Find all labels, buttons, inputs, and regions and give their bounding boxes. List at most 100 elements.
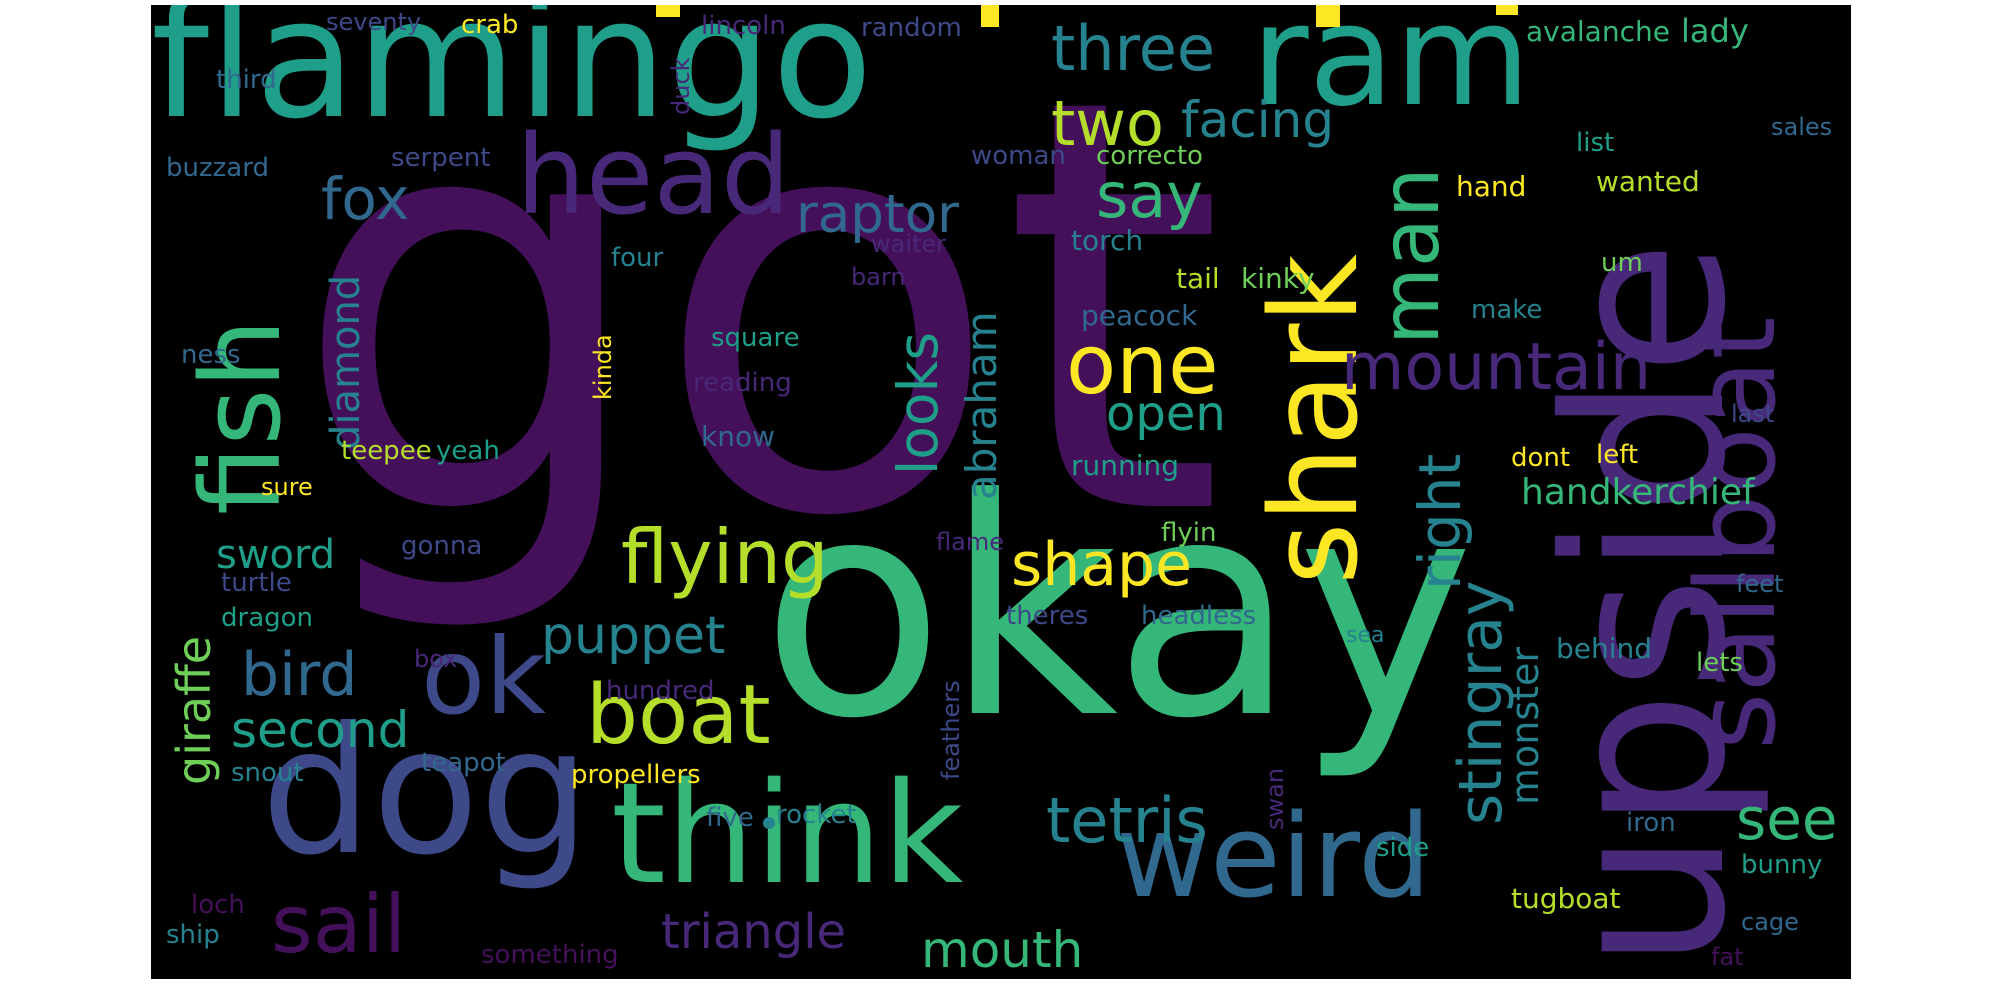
word-peacock: peacock (1081, 299, 1198, 332)
word-think: think (611, 753, 964, 916)
word-sword: sword (216, 532, 336, 578)
word-say: say (1096, 159, 1203, 232)
word-headless: headless (1141, 601, 1257, 631)
word-fat: fat (1711, 943, 1744, 971)
word-ship: ship (166, 920, 220, 950)
word-barn: barn (851, 263, 906, 291)
word-tail: tail (1176, 262, 1220, 295)
word-third: third (216, 65, 277, 95)
word-torch: torch (1071, 224, 1144, 257)
word-okay: okay (761, 435, 1475, 784)
word-serpent: serpent (391, 143, 491, 173)
word-ness: ness (181, 340, 241, 370)
word-puppet: puppet (541, 606, 726, 666)
word-left: left (1596, 440, 1639, 470)
word-woman: woman (971, 141, 1066, 171)
clipped-glyph-fragment (981, 5, 999, 27)
word-right: right (1406, 453, 1474, 590)
word-ok: ok (421, 616, 547, 738)
word-flyin: flyin (1161, 518, 1217, 548)
word-lets: lets (1696, 648, 1743, 678)
word-flying: flying (621, 513, 829, 601)
word-behind: behind (1556, 632, 1653, 665)
word-sales: sales (1771, 113, 1833, 141)
word-seventy: seventy (326, 8, 422, 36)
word-random: random (861, 13, 962, 43)
word-three: three (1051, 12, 1216, 85)
word-cloud: got okay upside flamingo ram dog think w… (151, 5, 1851, 979)
word-dog: dog (261, 691, 591, 894)
word-reading: reading (693, 368, 792, 398)
word-theres: theres (1006, 601, 1089, 631)
word-man: man (1364, 167, 1457, 345)
word-duck: duck (667, 57, 695, 115)
word-fox: fox (321, 165, 410, 233)
word-correcto: correcto (1096, 141, 1203, 171)
word-monster: monster (1503, 646, 1547, 805)
word-shape: shape (1011, 530, 1193, 600)
word-waiter: waiter (871, 230, 947, 258)
word-shark: shark (1246, 254, 1385, 585)
word-open: open (1106, 386, 1226, 442)
word-tetris: tetris (1046, 784, 1208, 857)
word-handkerchief: handkerchief (1521, 472, 1755, 513)
word-list: list (1576, 128, 1615, 158)
word-iron: iron (1626, 808, 1676, 838)
word-teepee: teepee (341, 436, 432, 466)
word-abraham: abraham (957, 311, 1006, 500)
word-head: head (516, 111, 791, 239)
clipped-glyph-fragment (1496, 5, 1518, 15)
word-turtle: turtle (221, 568, 292, 598)
word-second: second (231, 701, 410, 759)
word-ram: ram (1251, 5, 1531, 138)
word-dont: dont (1511, 443, 1571, 473)
word-crab: crab (461, 10, 519, 40)
word-sea: sea (1346, 623, 1385, 648)
word-diamond: diamond (323, 274, 369, 450)
word-two: two (1051, 87, 1164, 160)
word-dragon: dragon (221, 603, 314, 633)
word-see: see (1736, 785, 1838, 853)
word-teapot: teapot (421, 748, 506, 778)
word-flamingo: flamingo (151, 5, 873, 155)
word-lady: lady (1681, 12, 1749, 50)
word-make: make (1471, 295, 1543, 325)
dot-mark (763, 817, 775, 829)
word-tugboat: tugboat (1511, 882, 1621, 915)
word-weird: weird (1116, 790, 1432, 924)
clipped-glyph-fragment (1316, 5, 1340, 27)
clipped-glyph-fragment (656, 5, 680, 17)
word-something: something (481, 940, 619, 970)
word-feet: feet (1736, 570, 1784, 598)
word-lincoln: lincoln (701, 11, 786, 41)
word-kinda: kinda (589, 334, 617, 400)
word-giraffe: giraffe (167, 635, 221, 785)
word-sail: sail (271, 878, 407, 971)
word-swan: swan (1261, 767, 1289, 830)
word-hand: hand (1456, 170, 1527, 203)
word-propellers: propellers (571, 760, 701, 790)
word-sure: sure (261, 473, 313, 501)
word-cage: cage (1741, 908, 1799, 936)
word-four: four (611, 243, 664, 273)
word-gonna: gonna (401, 531, 483, 561)
word-five: five (706, 803, 754, 833)
word-triangle: triangle (661, 904, 847, 960)
word-wanted: wanted (1596, 165, 1700, 198)
word-snout: snout (231, 758, 304, 788)
word-boat: boat (586, 668, 771, 763)
word-buzzard: buzzard (166, 153, 269, 183)
word-hundred: hundred (606, 676, 715, 706)
word-kinky: kinky (1241, 262, 1315, 295)
word-stingray: stingray (1446, 580, 1516, 825)
word-bunny: bunny (1741, 850, 1823, 880)
word-facing: facing (1181, 91, 1335, 149)
word-sailboat: sailboat (1672, 316, 1800, 750)
word-mouth: mouth (921, 921, 1084, 979)
word-got: got (291, 5, 1226, 641)
word-box: box (414, 645, 458, 673)
word-one: one (1066, 318, 1219, 413)
word-avalanche: avalanche (1526, 15, 1670, 48)
word-looks: looks (886, 331, 950, 475)
word-loch: loch (191, 890, 245, 920)
